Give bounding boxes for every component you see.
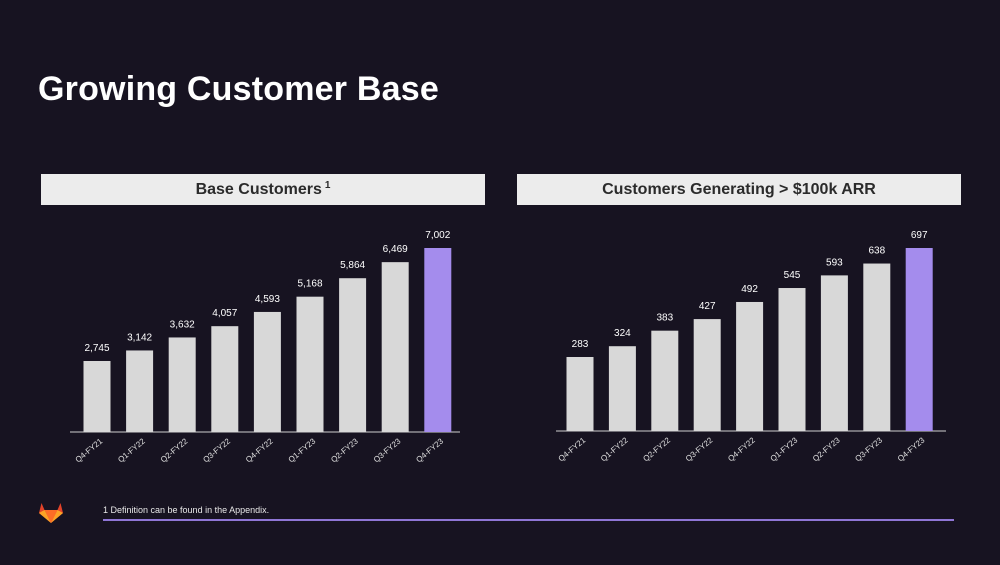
x-tick-label: Q3-FY23 <box>853 435 884 463</box>
bar-value-label: 6,469 <box>383 244 408 255</box>
chart-title-text: Customers Generating > $100k ARR <box>602 180 876 198</box>
bar-value-label: 4,593 <box>255 294 280 305</box>
bar-value-label: 638 <box>868 246 885 257</box>
bar-value-label: 593 <box>826 257 843 268</box>
accent-divider <box>103 519 954 521</box>
bar-q4-fy21 <box>83 361 111 432</box>
bar-value-label: 3,632 <box>170 319 195 330</box>
bar-value-label: 4,057 <box>212 308 237 319</box>
bar-value-label: 383 <box>656 313 673 324</box>
bar-q4-fy21 <box>566 357 594 431</box>
bar-q4-fy23 <box>424 248 452 432</box>
bar-q1-fy22 <box>126 350 154 432</box>
bar-value-label: 7,002 <box>425 230 450 241</box>
bar-q2-fy23 <box>339 278 367 432</box>
bar-q2-fy22 <box>651 330 679 431</box>
bar-q3-fy22 <box>693 319 721 431</box>
bar-value-label: 5,168 <box>297 279 322 290</box>
bar-q1-fy22 <box>608 346 636 431</box>
bar-q3-fy23 <box>863 263 891 431</box>
bar-q4-fy23 <box>905 248 933 431</box>
bar-value-label: 492 <box>741 284 758 295</box>
footnote: 1 Definition can be found in the Appendi… <box>103 505 270 515</box>
x-tick-label: Q4-FY22 <box>726 435 757 463</box>
gitlab-tanuki-icon <box>39 503 63 523</box>
x-tick-label: Q2-FY23 <box>811 435 842 463</box>
bar-value-label: 697 <box>911 230 928 241</box>
x-tick-label: Q4-FY21 <box>557 435 588 463</box>
bar-value-label: 5,864 <box>340 260 365 271</box>
footnote-marker: 1 <box>324 180 331 191</box>
x-tick-label: Q3-FY22 <box>684 435 715 463</box>
bar-q3-fy22 <box>211 326 239 432</box>
bar-value-label: 324 <box>614 328 631 339</box>
bar-value-label: 427 <box>699 301 716 312</box>
bar-q1-fy23 <box>296 296 324 432</box>
x-tick-label: Q4-FY23 <box>896 435 927 463</box>
chart-title-100k-arr-customers: Customers Generating > $100k ARR <box>517 174 961 205</box>
chart-title-text: Base Customers <box>195 180 322 198</box>
chart-title-base-customers: Base Customers 1 <box>41 174 485 205</box>
page-title: Growing Customer Base <box>38 70 439 108</box>
x-tick-label: Q1-FY23 <box>769 435 800 463</box>
bar-value-label: 3,142 <box>127 332 152 343</box>
x-tick-label: Q1-FY22 <box>599 435 630 463</box>
bar-q3-fy23 <box>381 262 409 432</box>
bar-value-label: 545 <box>784 270 801 281</box>
bar-q2-fy22 <box>168 337 196 432</box>
bar-q4-fy22 <box>736 301 764 431</box>
bar-q2-fy23 <box>820 275 848 431</box>
bar-value-label: 283 <box>572 339 589 350</box>
bar-value-label: 2,745 <box>84 343 109 354</box>
x-tick-label: Q2-FY22 <box>641 435 672 463</box>
bar-q4-fy22 <box>253 311 281 432</box>
bar-q1-fy23 <box>778 288 806 431</box>
